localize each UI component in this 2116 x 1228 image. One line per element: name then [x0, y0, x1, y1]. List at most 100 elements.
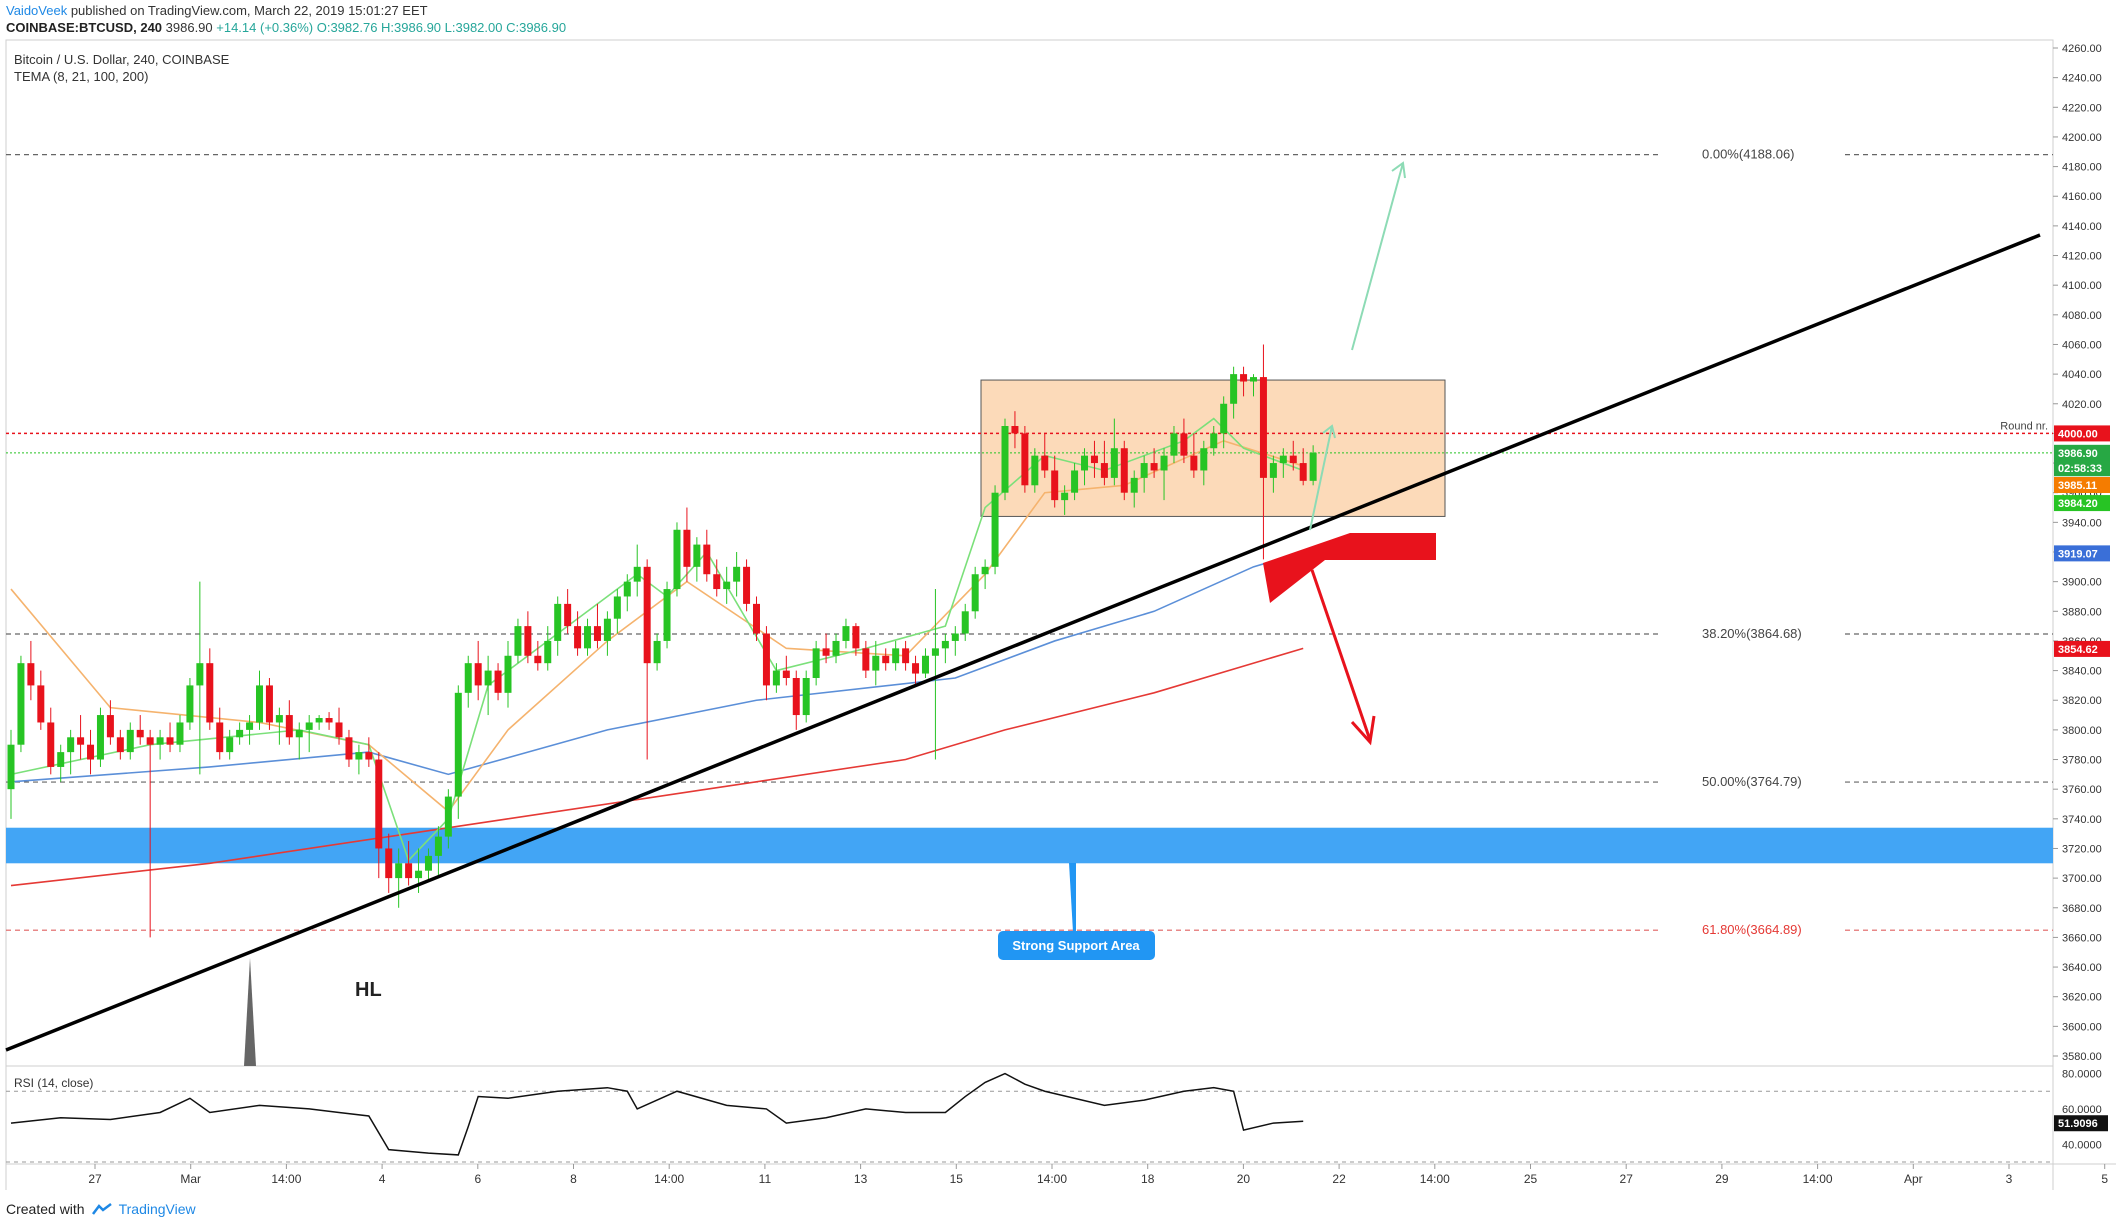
candle-body: [971, 574, 979, 612]
candle-body: [1240, 374, 1248, 382]
price-tick-label: 3600.00: [2062, 1021, 2102, 1033]
price-tick-label: 3840.00: [2062, 666, 2102, 678]
chart-header: VaidoVeek published on TradingView.com, …: [6, 2, 566, 36]
candle-body: [743, 566, 751, 604]
ohlc-line: COINBASE:BTCUSD, 240 3986.90 +14.14 (+0.…: [6, 19, 566, 36]
candle-body: [584, 626, 592, 649]
price-badge-label: 3986.90: [2058, 448, 2098, 460]
candle-body: [852, 626, 860, 649]
support-label-box: [998, 931, 1155, 960]
candle-body: [424, 855, 432, 871]
tradingview-logo-icon[interactable]: [91, 1202, 113, 1216]
price-badge: [2054, 425, 2110, 442]
last-price: 3986.90: [162, 20, 217, 35]
candle-body: [295, 729, 303, 738]
candle-body: [236, 729, 244, 738]
price-change: +14.14 (+0.36%): [216, 20, 314, 35]
price-tick-label: 4200.00: [2062, 132, 2102, 144]
candle-body: [77, 737, 85, 745]
author-link[interactable]: VaidoVeek: [6, 3, 68, 18]
candle-body: [554, 603, 562, 641]
publish-info: published on TradingView.com, March 22, …: [67, 3, 428, 18]
time-tick-label: 5: [2101, 1172, 2108, 1186]
candle-body: [504, 655, 512, 693]
price-badge-label: 3984.20: [2058, 498, 2098, 510]
time-axis[interactable]: 27 Mar 14:00 4 6 8 14:00 11 13 15 14:00 18 20 22 14:00…: [88, 1164, 2108, 1186]
candle-body: [941, 640, 949, 649]
candle-body: [365, 752, 373, 760]
candle-body: [1110, 448, 1118, 478]
legend-indicator: TEMA (8, 21, 100, 200): [14, 69, 148, 84]
ascending-trendline: [5, 233, 2041, 1052]
candle-body: [802, 678, 810, 716]
candles: [7, 344, 1317, 938]
candle-body: [27, 663, 35, 686]
candle-body: [57, 752, 65, 767]
hl-annotation: HL: [355, 979, 382, 1001]
candle-body: [186, 685, 194, 723]
price-badge-label: 3985.11: [2058, 480, 2097, 492]
candle-body: [643, 566, 651, 664]
time-tick-label: 8: [570, 1172, 577, 1186]
time-tick-label: 6: [474, 1172, 481, 1186]
candle-body: [792, 678, 800, 716]
candle-body: [47, 722, 55, 767]
candle-body: [564, 603, 572, 627]
candle-body: [693, 544, 701, 567]
price-tick-label: 3680.00: [2062, 903, 2102, 915]
candle-body: [991, 492, 999, 567]
candle-body: [196, 663, 204, 686]
time-tick-label: 20: [1237, 1172, 1251, 1186]
candle-body: [981, 566, 989, 575]
candle-body: [385, 848, 393, 879]
candle-body: [912, 663, 920, 674]
price-badge: [2054, 495, 2110, 512]
time-tick-label: 29: [1715, 1172, 1729, 1186]
time-tick-label: Apr: [1904, 1172, 1923, 1186]
time-tick-label: 15: [950, 1172, 964, 1186]
candle-body: [484, 670, 492, 686]
candle-body: [1120, 448, 1128, 493]
price-tick-label: 3780.00: [2062, 755, 2102, 767]
price-tick-label: 4080.00: [2062, 310, 2102, 322]
candle-body: [265, 685, 273, 723]
candle-body: [1289, 455, 1297, 464]
candle-body: [1081, 455, 1089, 471]
price-tick-label: 3900.00: [2062, 577, 2102, 589]
candle-body: [1250, 377, 1257, 382]
candle-body: [1269, 463, 1277, 478]
candle-body: [882, 655, 890, 664]
candle-body: [325, 718, 333, 723]
candle-body: [832, 640, 840, 656]
tradingview-link[interactable]: TradingView: [118, 1201, 196, 1217]
candle-body: [713, 574, 721, 590]
candle-body: [872, 655, 880, 671]
symbol-label: COINBASE:BTCUSD, 240: [6, 20, 163, 35]
candle-body: [1090, 455, 1098, 464]
candle-body: [395, 863, 403, 879]
candle-body: [1021, 433, 1029, 486]
candle-body: [87, 744, 95, 760]
price-tick-label: 4240.00: [2062, 73, 2102, 85]
tema-100-line: [10, 551, 1304, 783]
bearish-arrowhead: [1350, 715, 1376, 746]
price-chart[interactable]: Bitcoin / U.S. Dollar, 240, COINBASE TEM…: [0, 0, 2116, 1190]
time-tick-label: 14:00: [1420, 1172, 1450, 1186]
candle-body: [1180, 433, 1188, 456]
price-tick-label: 4140.00: [2062, 221, 2102, 233]
candle-body: [126, 729, 134, 753]
price-tick-label: 4120.00: [2062, 251, 2102, 263]
candle-body: [951, 633, 959, 641]
fib-label: 50.00%(3764.79): [1702, 774, 1802, 789]
price-tick-label: 3940.00: [2062, 517, 2102, 529]
candle-body: [116, 737, 124, 753]
candle-body: [703, 544, 711, 575]
rsi-tick: 60.0000: [2062, 1104, 2102, 1116]
candle-body: [782, 670, 790, 678]
created-with-text: Created with: [6, 1201, 85, 1217]
candle-body: [1130, 477, 1138, 493]
candle-body: [544, 640, 552, 664]
candle-body: [842, 626, 850, 641]
time-tick-label: 4: [379, 1172, 386, 1186]
publish-line: VaidoVeek published on TradingView.com, …: [6, 2, 566, 19]
